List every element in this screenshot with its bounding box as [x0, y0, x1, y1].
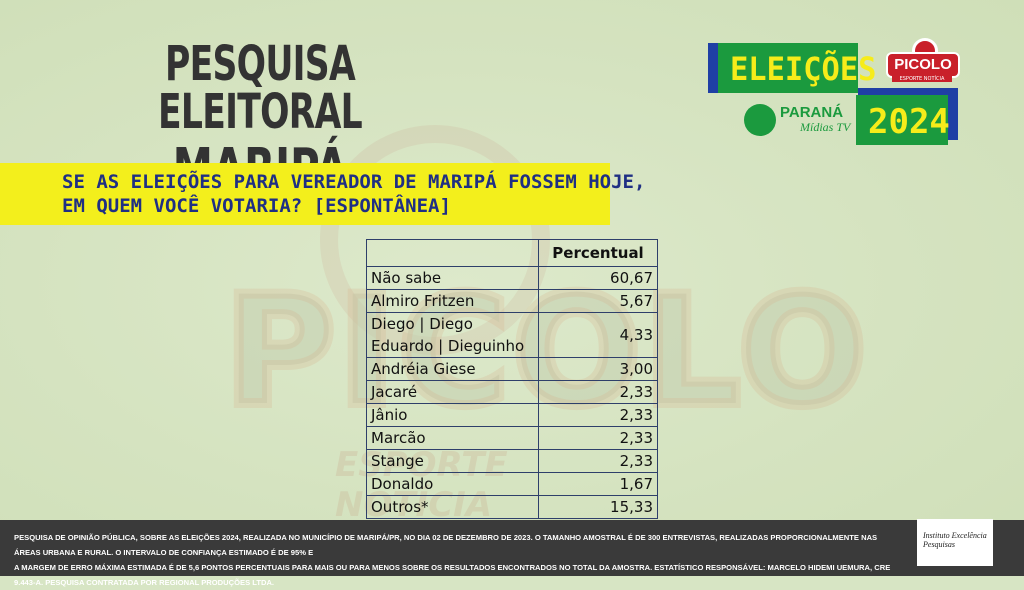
candidate-percent: 3,00 — [538, 357, 658, 381]
candidate-percent: 1,67 — [538, 472, 658, 496]
table-row: Jânio 2,33 — [366, 403, 658, 427]
camera-aperture-icon — [744, 104, 776, 136]
logo-green-block — [718, 43, 858, 93]
title-line-1: PESQUISA ELEITORAL — [158, 36, 363, 140]
table-header-blank — [366, 239, 539, 267]
candidate-percent: 5,67 — [538, 289, 658, 313]
table-row: Almiro Fritzen 5,67 — [366, 289, 658, 313]
parana-logo-subtext: Mídias TV — [800, 120, 851, 134]
candidate-percent: 60,67 — [538, 266, 658, 290]
methodology-line-2: A MARGEM DE ERRO MÁXIMA ESTIMADA É DE 5,… — [14, 563, 891, 587]
picolo-logo: PICOLO ESPORTE NOTÍCIA — [886, 38, 960, 84]
table-row: Jacaré 2,33 — [366, 380, 658, 404]
footer-bar — [0, 520, 1024, 576]
table-row: Stange 2,33 — [366, 449, 658, 473]
question-banner — [0, 163, 610, 225]
table-row: Outros* 15,33 — [366, 495, 658, 519]
candidate-name: Donaldo — [366, 472, 539, 496]
candidate-percent: 15,33 — [538, 495, 658, 519]
picolo-logo-text: PICOLO — [886, 52, 960, 78]
parana-midias-logo: PARANÁ Mídias TV — [744, 102, 854, 142]
table-row: Não sabe 60,67 — [366, 266, 658, 290]
table-row: Andréia Giese 3,00 — [366, 357, 658, 381]
candidate-name: Não sabe — [366, 266, 539, 290]
candidate-name: Outros* — [366, 495, 539, 519]
candidate-percent: 4,33 — [538, 312, 658, 358]
results-table: Percentual Não sabe 60,67 Almiro Fritzen 5… — [366, 239, 658, 519]
table-row: Diego | Diego Eduardo | Dieguinho 4,33 — [366, 312, 658, 358]
question-text: SE AS ELEIÇÕES PARA VEREADOR DE MARIPÁ F… — [62, 170, 645, 218]
logo-year-text: 2024 — [868, 102, 950, 142]
table-row: Marcão 2,33 — [366, 426, 658, 450]
candidate-percent: 2,33 — [538, 380, 658, 404]
candidate-name: Andréia Giese — [366, 357, 539, 381]
question-line-2: EM QUEM VOCÊ VOTARIA? [ESPONTÂNEA] — [62, 195, 451, 217]
institute-logo-text: Instituto Excelência Pesquisas — [923, 531, 987, 549]
parana-logo-text: PARANÁ — [780, 104, 844, 121]
methodology-line-1: PESQUISA DE OPINIÃO PÚBLICA, SOBRE AS EL… — [14, 533, 878, 557]
institute-logo: Instituto Excelência Pesquisas — [917, 519, 993, 566]
logo-eleicoes-text: ELEIÇÕES — [730, 50, 877, 88]
table-row: Donaldo 1,67 — [366, 472, 658, 496]
methodology-note: PESQUISA DE OPINIÃO PÚBLICA, SOBRE AS EL… — [14, 530, 904, 590]
eleicoes-2024-logo: ELEIÇÕES 2024 PICOLO ESPORTE NOTÍCIA PAR… — [708, 38, 960, 150]
logo-green-block-2 — [856, 95, 948, 145]
candidate-name: Almiro Fritzen — [366, 289, 539, 313]
candidate-name: Stange — [366, 449, 539, 473]
table-header-percentual: Percentual — [538, 239, 658, 267]
candidate-name: Jacaré — [366, 380, 539, 404]
candidate-name: Jânio — [366, 403, 539, 427]
candidate-percent: 2,33 — [538, 403, 658, 427]
candidate-percent: 2,33 — [538, 426, 658, 450]
question-line-1: SE AS ELEIÇÕES PARA VEREADOR DE MARIPÁ F… — [62, 171, 646, 193]
picolo-logo-subtext: ESPORTE NOTÍCIA — [892, 76, 952, 82]
candidate-percent: 2,33 — [538, 449, 658, 473]
candidate-name: Diego | Diego Eduardo | Dieguinho — [366, 312, 539, 358]
candidate-name: Marcão — [366, 426, 539, 450]
